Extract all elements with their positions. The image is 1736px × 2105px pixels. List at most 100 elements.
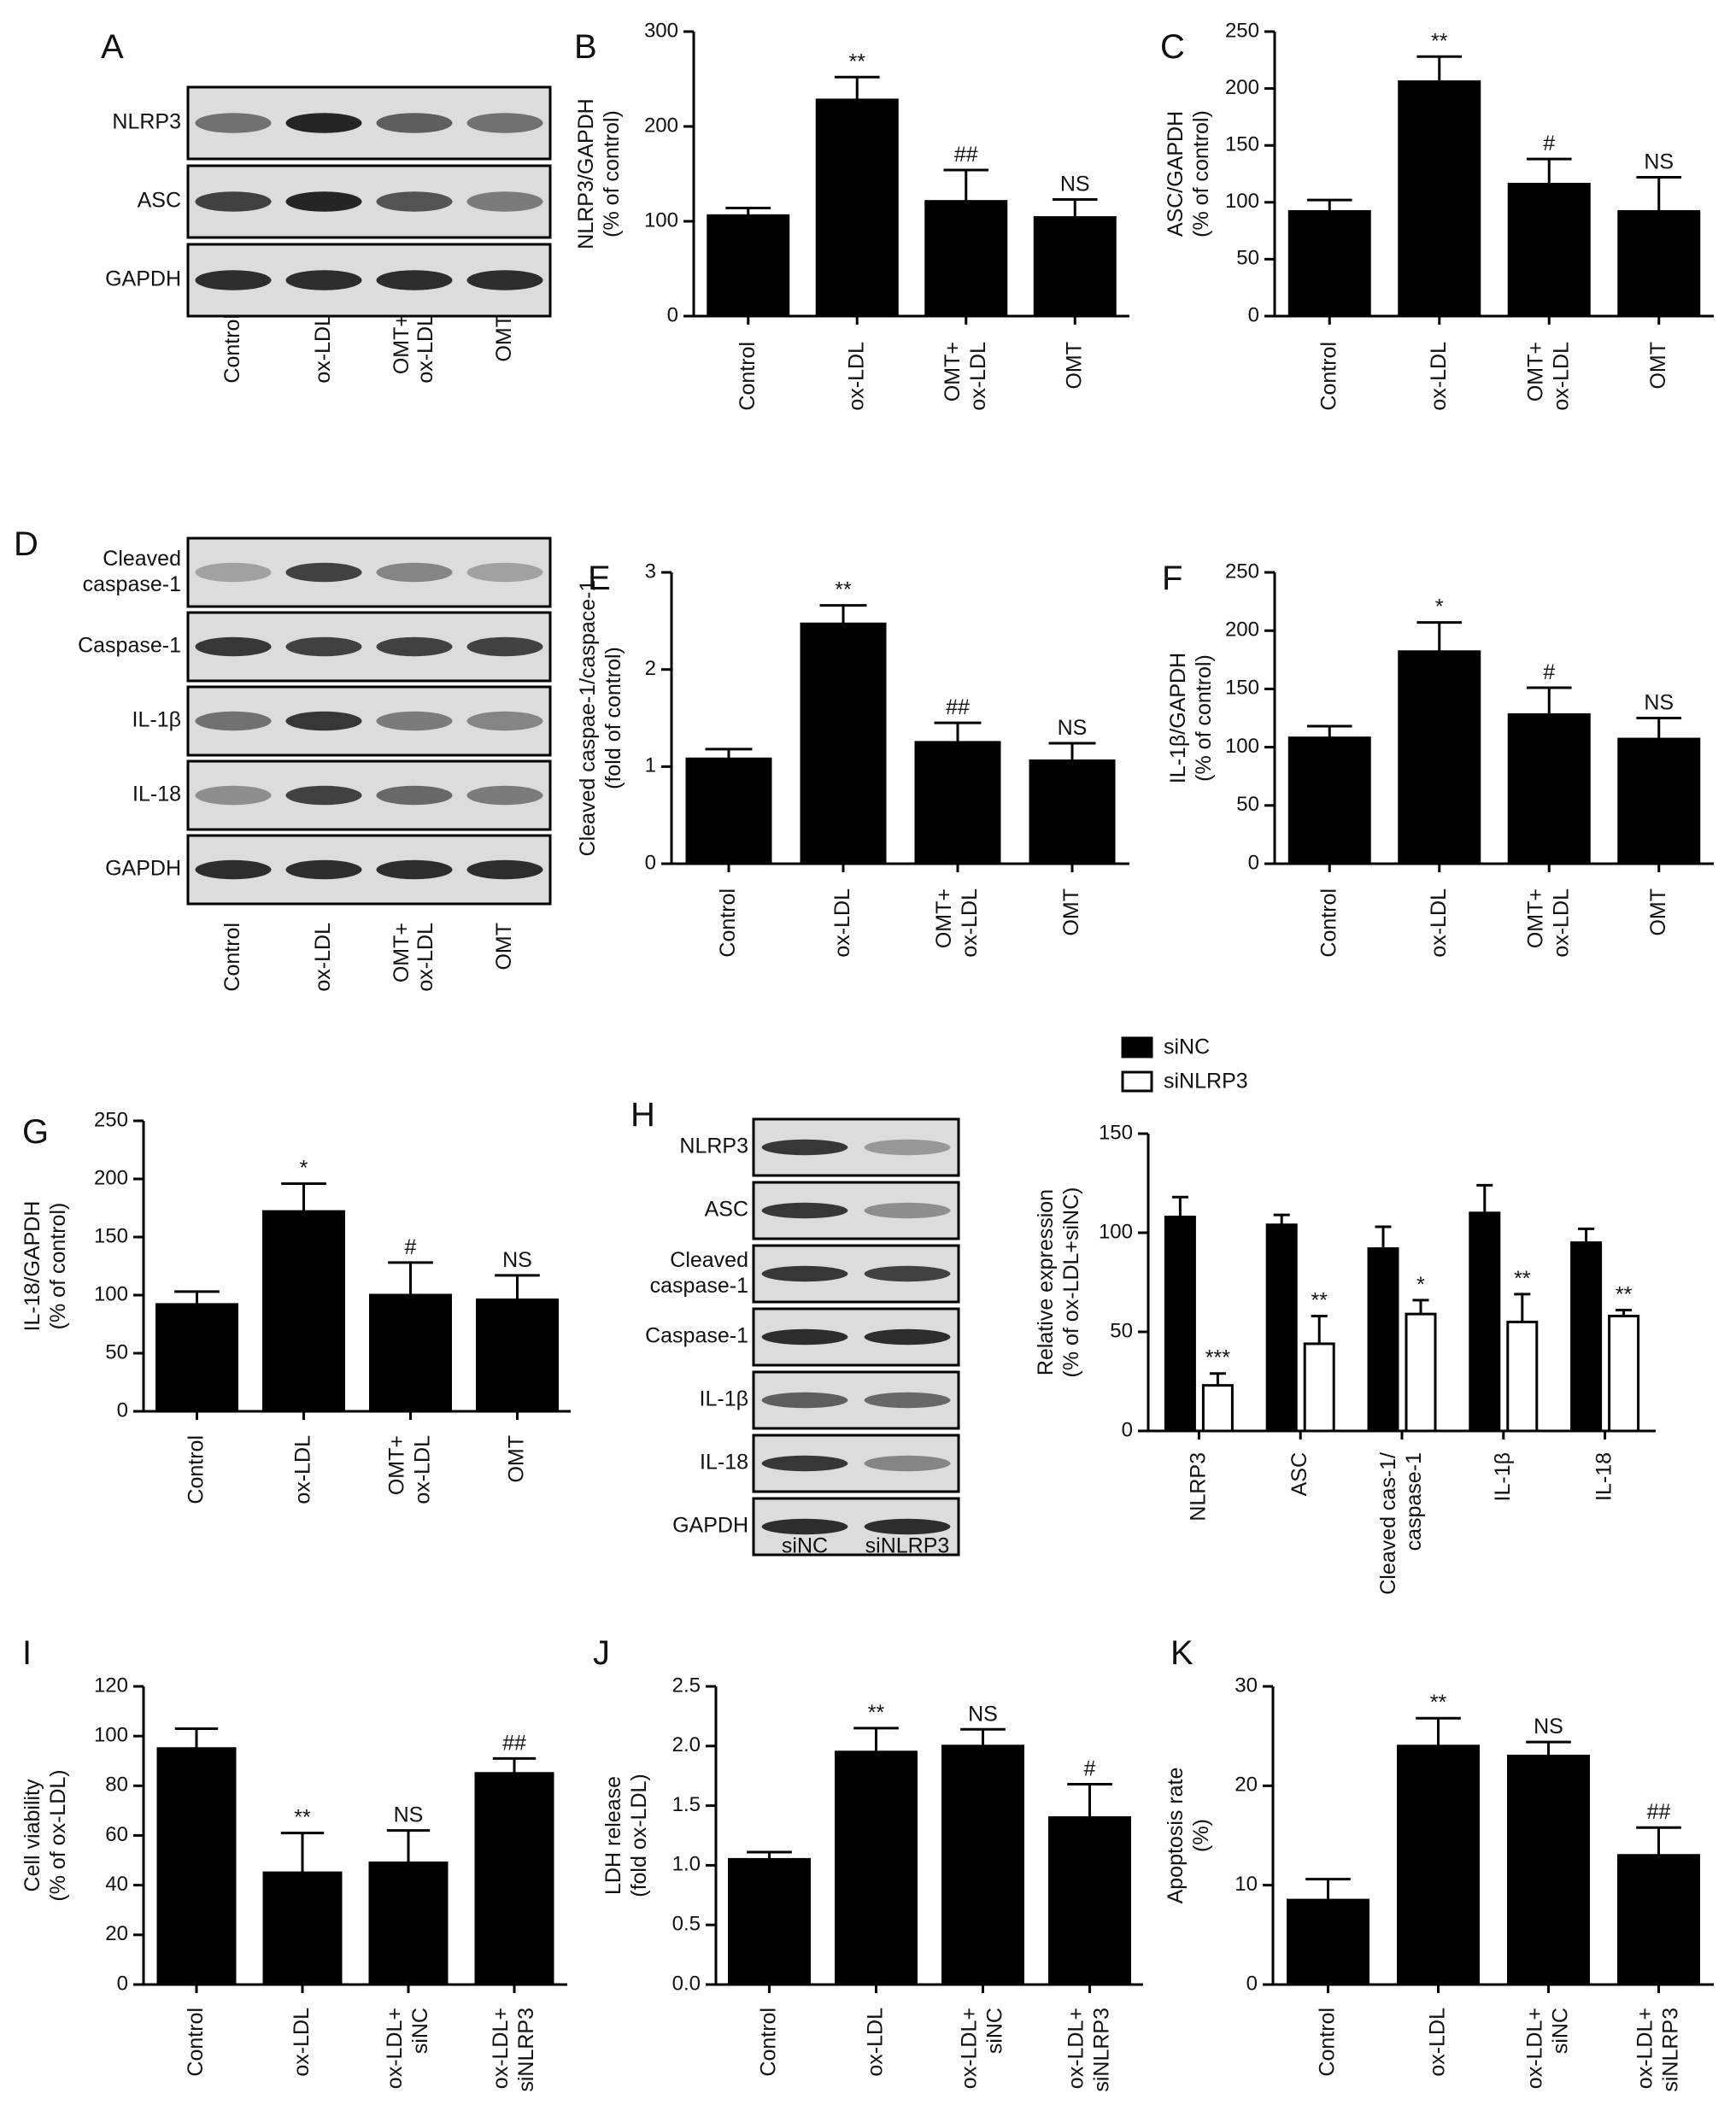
bar: [369, 1293, 452, 1413]
y-tick-label: 2.5: [672, 1674, 701, 1697]
text-line: IL-1β/GAPDH: [1166, 653, 1190, 783]
panel-label-G: G: [22, 1113, 49, 1151]
bar: [1506, 1320, 1539, 1433]
text-line: Control: [735, 342, 759, 411]
y-tick-label: 200: [94, 1166, 128, 1189]
y-tick-label: 20: [105, 1922, 128, 1945]
blot-lane-label: OMT+ox-LDL: [390, 923, 437, 992]
legend-label: siNC: [1164, 1035, 1210, 1059]
text-line: IL-18: [1592, 1452, 1616, 1501]
bar: [1029, 759, 1116, 865]
significance-label: **: [1311, 1288, 1328, 1312]
x-category-label: IL-18: [1592, 1452, 1616, 1501]
x-category-label: ox-LDL+siNLRP3: [1633, 2008, 1682, 2092]
y-tick-label: 200: [644, 114, 678, 137]
bar: [1048, 1816, 1131, 1986]
significance-label: **: [849, 50, 866, 73]
y-axis-label: ASC/GAPDH(% of control): [1164, 110, 1213, 237]
y-tick-label: 80: [105, 1774, 128, 1797]
blot-band: [195, 785, 272, 806]
chart-E: 0 1 2 3 Cleaved caspae-1/caspace-1(fold of c…: [576, 560, 1129, 958]
bar: [1265, 1223, 1298, 1433]
x-category-label: OMT: [1059, 888, 1083, 936]
significance-label: **: [1431, 29, 1448, 53]
significance-label: **: [1430, 1691, 1447, 1715]
x-category-label: ox-LDL+siNC: [957, 2008, 1006, 2089]
significance-label: ##: [502, 1731, 526, 1755]
text-line: caspase-1: [1402, 1452, 1426, 1551]
blot-row-label: ASC: [138, 189, 181, 213]
blot-band: [376, 191, 453, 212]
y-axis-label: IL-1β/GAPDH(% of control): [1166, 653, 1216, 783]
blot-band: [195, 270, 272, 290]
text-line: Control: [1315, 2008, 1339, 2077]
blot-row-label: IL-1β: [132, 708, 181, 732]
bar: [1287, 736, 1371, 865]
text-line: IL-1β: [1490, 1452, 1514, 1501]
blot-band: [195, 636, 272, 657]
panel-label-K: K: [1170, 1634, 1194, 1672]
panel-label-J: J: [593, 1634, 610, 1672]
text-line: Cleaved caspae-1/caspace-1: [576, 580, 600, 857]
y-tick-label: 0.0: [672, 1972, 701, 1995]
blot-strip: [186, 537, 552, 608]
chart-B: 0 100 200 300 NLRP3/GAPDH(% of control) Contr…: [574, 19, 1129, 411]
bar: [476, 1298, 559, 1413]
significance-label: *: [300, 1156, 308, 1180]
text-line: ox-LDL+: [1633, 2008, 1657, 2089]
bar: [1367, 1247, 1399, 1433]
blot-row-label: IL-1β: [700, 1387, 748, 1411]
significance-label: *: [1416, 1273, 1425, 1297]
text-line: ox-LDL: [311, 923, 335, 992]
blot-row-label: NLRP3: [679, 1135, 748, 1158]
text-line: Relative expression: [1034, 1189, 1058, 1375]
text-line: OMT: [1645, 342, 1669, 390]
blot-row-label: GAPDH: [105, 267, 181, 291]
blot-band: [195, 562, 272, 583]
blot-band: [864, 1518, 951, 1535]
legend-swatch: [1121, 1070, 1153, 1093]
text-line: NLRP3: [1186, 1452, 1210, 1522]
blot-lane-label: ox-LDL: [311, 314, 335, 384]
y-tick-label: 50: [1110, 1319, 1133, 1342]
text-line: (% of ox-LDL): [46, 1769, 70, 1901]
y-tick-label: 1: [645, 754, 656, 777]
bar: [262, 1871, 343, 1986]
significance-label: ##: [946, 695, 970, 719]
text-line: (% of control): [1189, 110, 1213, 237]
significance-label: **: [294, 1806, 311, 1830]
y-tick-label: 60: [105, 1823, 128, 1846]
bar: [914, 741, 1001, 865]
text-line: LDH release: [601, 1776, 625, 1895]
blot-band: [376, 270, 453, 290]
text-line: ox-LDL: [1426, 888, 1450, 958]
x-category-label: Control: [1315, 2008, 1339, 2077]
y-tick-label: 250: [94, 1108, 128, 1131]
text-line: ox-LDL+: [1522, 2008, 1546, 2089]
significance-label: ##: [1647, 1800, 1671, 1824]
x-category-label: OMT+ox-LDL: [940, 342, 989, 411]
chart-I: 0 20 40 60 80 100 120 Cell viability(% of ox-LD…: [21, 1674, 567, 2092]
blot-band: [285, 711, 362, 731]
blot-band: [285, 113, 362, 133]
blot-band: [761, 1392, 848, 1409]
text-line: ox-LDL+: [489, 2008, 513, 2089]
bar: [1303, 1342, 1335, 1433]
text-line: Control: [1317, 888, 1340, 958]
y-tick-label: 50: [105, 1340, 128, 1363]
significance-label: NS: [394, 1803, 424, 1827]
text-line: OMT: [492, 314, 516, 362]
text-line: OMT+: [390, 923, 413, 982]
blot-band: [466, 711, 543, 731]
blot-band: [864, 1202, 951, 1219]
x-category-label: ox-LDL: [1426, 888, 1450, 958]
bar: [155, 1303, 238, 1413]
bar: [728, 1857, 811, 1986]
text-line: Control: [184, 1435, 208, 1504]
bar: [1397, 1744, 1480, 1986]
blot-lane-label: ox-LDL: [311, 923, 335, 992]
significance-label: #: [1084, 1756, 1096, 1780]
blot-row-label: Cleaved caspase-1: [83, 547, 181, 596]
blot-band: [285, 270, 362, 290]
